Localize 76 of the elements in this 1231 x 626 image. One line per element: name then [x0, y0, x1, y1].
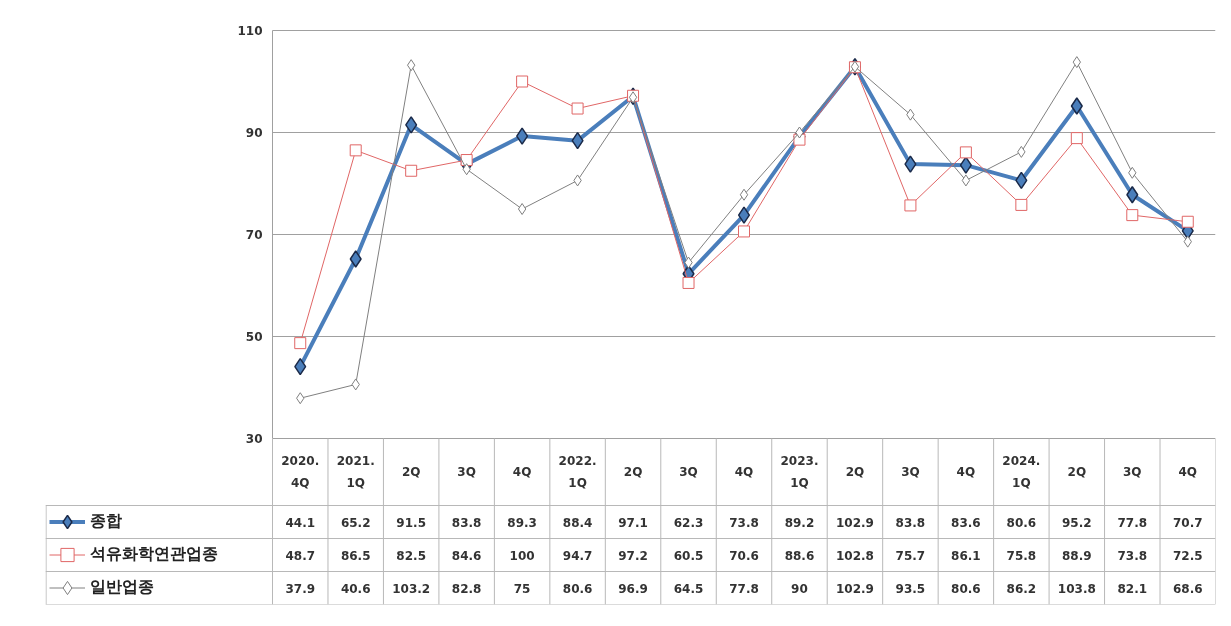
data-label: 96.9 — [618, 581, 648, 596]
data-label: 94.7 — [562, 548, 593, 563]
data-label: 65.2 — [340, 515, 371, 530]
data-label: 83.8 — [895, 515, 926, 530]
data-label: 82.5 — [396, 548, 426, 563]
data-label: 103.2 — [392, 581, 431, 596]
x-tick-label: 2Q — [623, 465, 643, 479]
x-tick-label: 4Q — [956, 465, 976, 479]
data-label: 91.5 — [396, 515, 426, 530]
x-tick-label: 3Q — [679, 465, 698, 479]
x-tick-label: 4Q — [512, 465, 532, 479]
y-tick-label: 70 — [245, 228, 263, 242]
legend-label: 석유화학연관업종 — [90, 543, 218, 565]
data-label: 73.8 — [1117, 548, 1148, 563]
data-label: 64.5 — [673, 581, 704, 596]
x-tick-label: 2Q — [1067, 465, 1087, 479]
x-tick-label: 2020. 4Q — [281, 453, 320, 491]
data-label: 70.7 — [1172, 515, 1203, 530]
x-tick-label: 2Q — [401, 465, 421, 479]
data-label: 77.8 — [1117, 515, 1148, 530]
data-label: 70.6 — [729, 548, 759, 563]
x-tick-label: 3Q — [457, 465, 476, 479]
data-label: 86.2 — [1006, 581, 1037, 596]
data-label: 60.5 — [673, 548, 704, 563]
data-label: 40.6 — [340, 581, 371, 596]
data-label: 90 — [791, 581, 808, 596]
data-label: 37.9 — [285, 581, 316, 596]
data-label: 95.2 — [1062, 515, 1092, 530]
data-label: 80.6 — [1006, 515, 1037, 530]
x-tick-label: 3Q — [1123, 465, 1142, 479]
data-label: 93.5 — [895, 581, 926, 596]
data-label: 102.9 — [835, 515, 874, 530]
data-label: 97.1 — [618, 515, 648, 530]
y-tick-label: 50 — [245, 330, 263, 344]
data-label: 86.1 — [951, 548, 981, 563]
data-label: 102.8 — [835, 548, 874, 563]
data-label: 62.3 — [673, 515, 704, 530]
data-label: 88.4 — [562, 515, 593, 530]
x-tick-label: 4Q — [1178, 465, 1198, 479]
data-label: 89.2 — [784, 515, 815, 530]
data-label: 83.8 — [451, 515, 482, 530]
data-label: 89.3 — [507, 515, 537, 530]
data-label: 80.6 — [951, 581, 981, 596]
data-label: 97.2 — [618, 548, 648, 563]
legend-label: 일반업종 — [90, 576, 154, 598]
data-label: 80.6 — [562, 581, 593, 596]
data-label: 68.6 — [1172, 581, 1203, 596]
data-label: 103.8 — [1057, 581, 1096, 596]
data-label: 102.9 — [835, 581, 874, 596]
data-label: 75.8 — [1006, 548, 1037, 563]
x-tick-label: 3Q — [901, 465, 920, 479]
data-label: 82.1 — [1117, 581, 1148, 596]
data-label: 83.6 — [951, 515, 981, 530]
x-tick-label: 2022. 1Q — [558, 453, 597, 491]
data-label: 84.6 — [451, 548, 482, 563]
data-label: 77.8 — [729, 581, 759, 596]
data-label: 72.5 — [1172, 548, 1203, 563]
x-tick-label: 4Q — [734, 465, 754, 479]
data-label: 75.7 — [895, 548, 926, 563]
x-tick-label: 2Q — [845, 465, 865, 479]
data-label: 88.9 — [1062, 548, 1092, 563]
y-tick-label: 30 — [245, 432, 263, 446]
data-label: 44.1 — [285, 515, 316, 530]
data-label: 48.7 — [285, 548, 316, 563]
data-label: 88.6 — [784, 548, 815, 563]
data-label: 82.8 — [451, 581, 482, 596]
data-label: 75 — [513, 581, 531, 596]
data-label: 86.5 — [340, 548, 371, 563]
x-tick-label: 2024. 1Q — [1002, 453, 1041, 491]
data-label: 73.8 — [729, 515, 759, 530]
y-tick-label: 90 — [245, 126, 263, 140]
x-tick-label: 2021. 1Q — [336, 453, 375, 491]
data-label: 100 — [509, 548, 535, 563]
x-tick-label: 2023. 1Q — [780, 453, 819, 491]
legend-label: 종합 — [90, 510, 122, 532]
y-tick-label: 110 — [237, 24, 263, 38]
